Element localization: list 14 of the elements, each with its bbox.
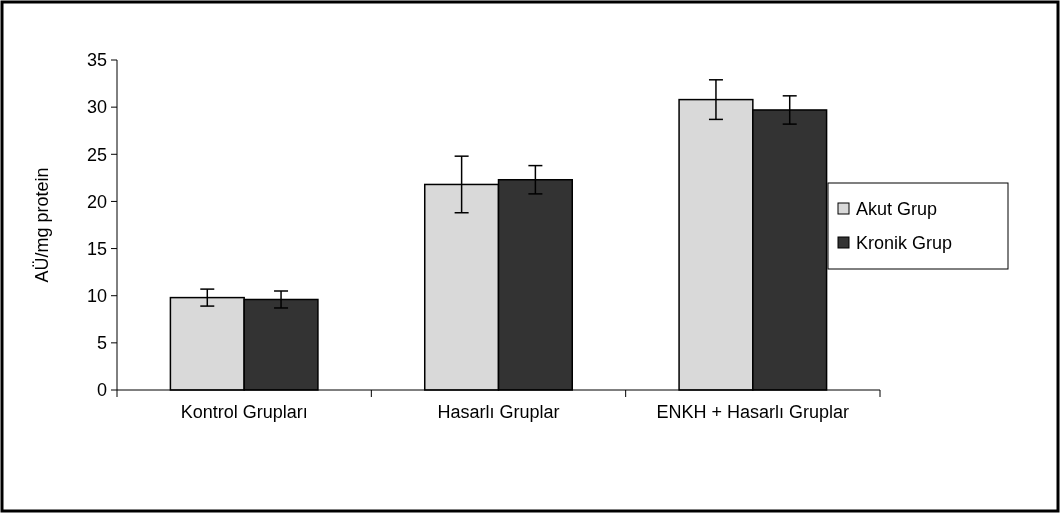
- x-tick-label: ENKH + Hasarlı Gruplar: [656, 402, 850, 422]
- legend-label: Akut Grup: [856, 199, 938, 220]
- y-tick-label: 20: [86, 191, 107, 212]
- y-tick-label: 15: [86, 238, 107, 259]
- y-tick-label: 30: [86, 97, 107, 118]
- y-tick-label: 25: [86, 144, 107, 165]
- legend-label: Kronik Grup: [856, 233, 953, 254]
- x-tick-label: Hasarlı Gruplar: [437, 402, 560, 422]
- y-tick-label: 35: [86, 50, 107, 71]
- y-axis-title: AÜ/mg protein: [32, 167, 52, 283]
- y-tick-label: 5: [96, 333, 107, 354]
- y-tick-label: 0: [96, 380, 107, 401]
- x-tick-label: Kontrol Grupları: [180, 402, 308, 422]
- y-tick-label: 10: [86, 286, 107, 307]
